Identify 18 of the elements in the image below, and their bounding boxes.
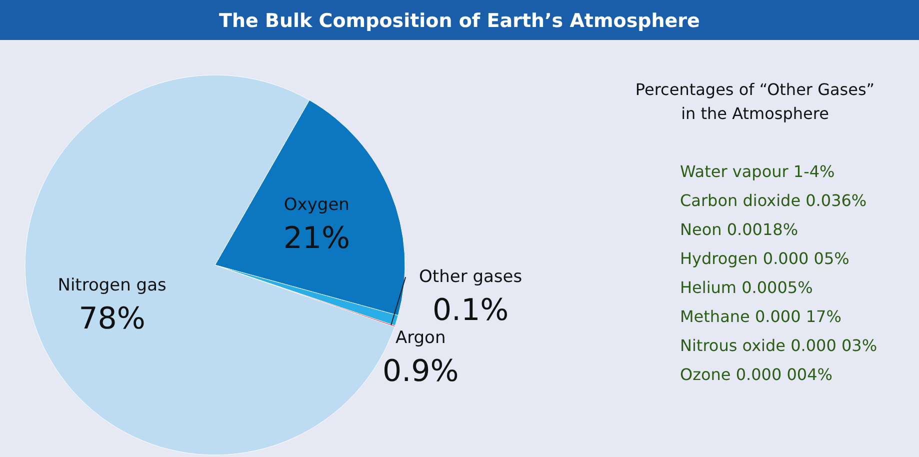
text: Hydrogen 0.000 05% bbox=[680, 249, 850, 268]
slice-label: Argon bbox=[395, 328, 446, 348]
data-label: 21% bbox=[283, 221, 350, 256]
text: Percentages of “Other Gases” in the Atmosphere bbox=[635, 80, 875, 123]
text: Nitrous oxide 0.000 03% bbox=[680, 336, 878, 355]
text: Ozone 0.000 004% bbox=[680, 365, 832, 384]
chart-title: The Bulk Composition of Earth’s Atmosphere bbox=[219, 10, 700, 32]
slice-label: Nitrogen gas bbox=[58, 276, 166, 296]
text: Methane 0.000 17% bbox=[680, 307, 842, 326]
data-label: 78% bbox=[78, 302, 146, 337]
text: Neon 0.0018% bbox=[680, 220, 798, 239]
text: Carbon dioxide 0.036% bbox=[680, 191, 867, 210]
slice-label: Other gases bbox=[419, 267, 522, 288]
text: Water vapour 1-4% bbox=[680, 162, 835, 181]
data-label: 0.1% bbox=[432, 293, 509, 328]
slice-label: Oxygen bbox=[284, 195, 350, 216]
text: Helium 0.0005% bbox=[680, 278, 813, 297]
data-label: 0.9% bbox=[382, 354, 459, 389]
